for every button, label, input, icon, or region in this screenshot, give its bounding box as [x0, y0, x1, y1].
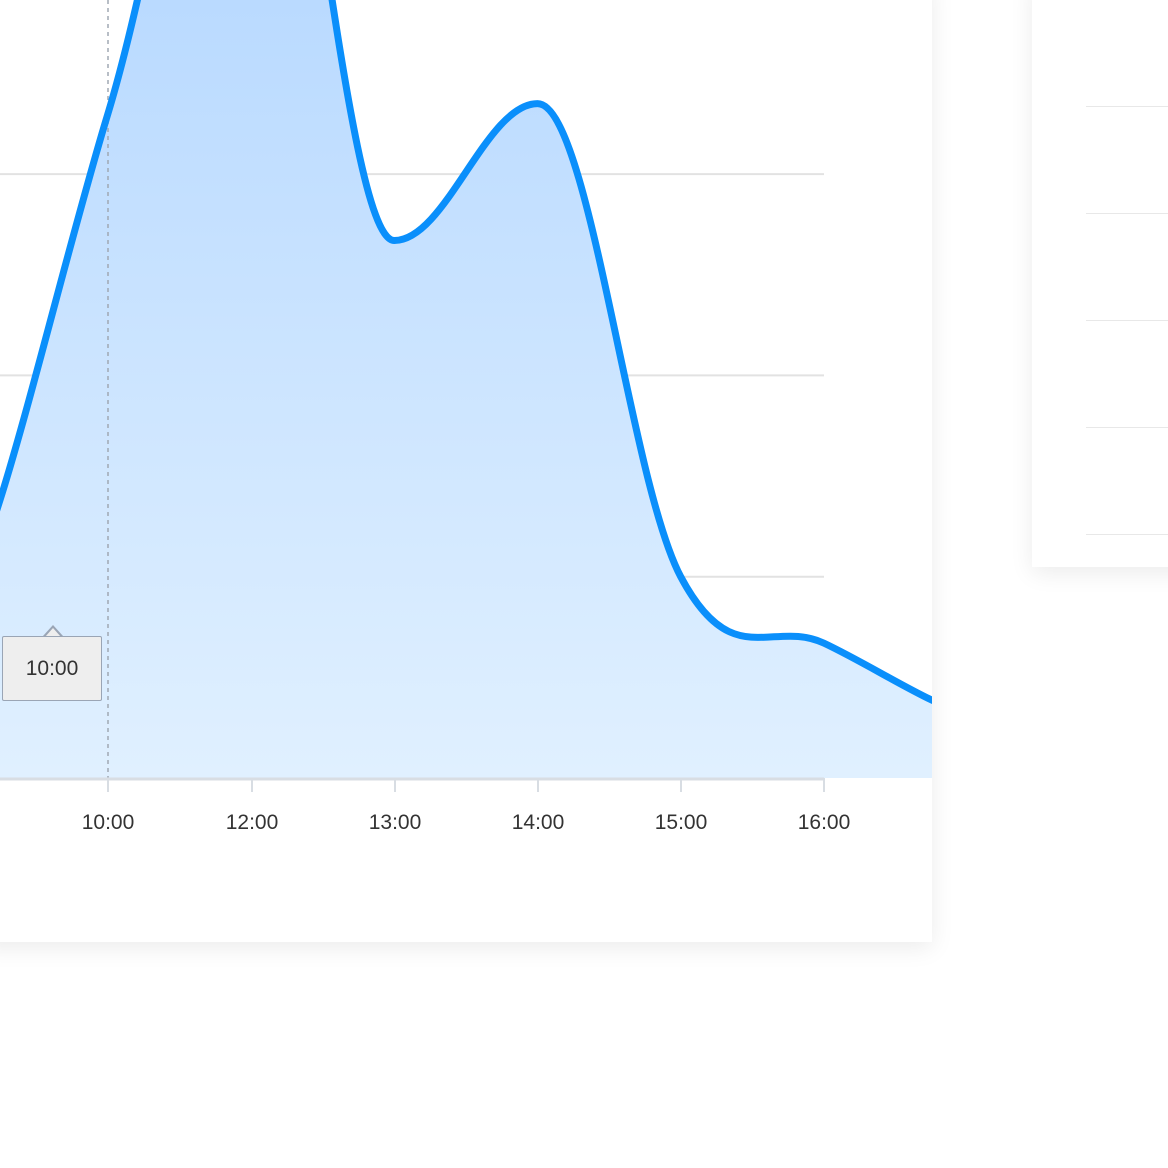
side-panel-card	[1032, 0, 1168, 567]
x-tick-label: 15:00	[655, 811, 708, 834]
x-tick-label: 14:00	[512, 811, 565, 834]
tooltip-label: 10:00	[25, 656, 79, 680]
x-tick-label: 12:00	[226, 811, 279, 834]
x-tick-label: 10:00	[82, 811, 135, 834]
side-panel-row[interactable]	[1086, 213, 1168, 214]
x-tick-label: 16:00	[798, 811, 851, 834]
side-panel-row[interactable]	[1086, 320, 1168, 321]
series-line	[0, 0, 932, 705]
side-panel-row[interactable]	[1086, 534, 1168, 535]
area-fill	[0, 0, 932, 778]
side-panel-row[interactable]	[1086, 106, 1168, 107]
side-panel-row[interactable]	[1086, 427, 1168, 428]
tooltip: 10:00	[2, 636, 102, 701]
x-tick-label: 13:00	[369, 811, 422, 834]
area-chart: 10:00 12:00 13:00 14:00 15:00 16:00	[0, 0, 932, 834]
tooltip-arrow-inner	[45, 628, 61, 637]
